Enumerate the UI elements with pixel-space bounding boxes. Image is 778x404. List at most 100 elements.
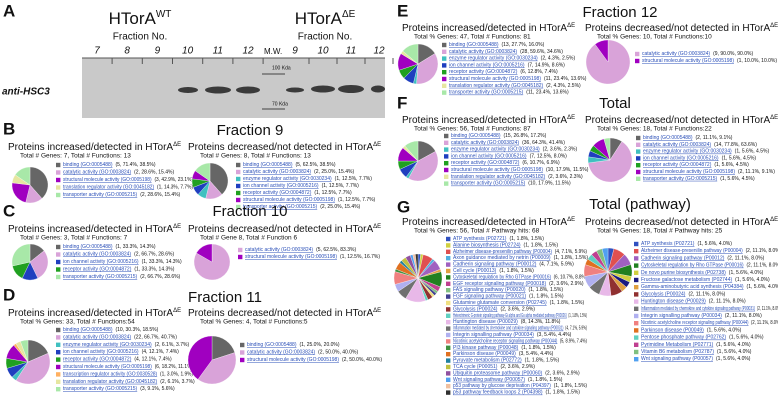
legend-label: structural molecule activity (GO:0005198… (245, 254, 337, 260)
band (338, 85, 364, 93)
legend-detail: (3, 5.4%, 4.4%) (537, 332, 572, 338)
legend-label: receptor activity (GO:0004872) (643, 163, 712, 169)
legend-swatch (236, 197, 241, 203)
legend-detail: (5, 71.4%, 38.5%) (115, 162, 155, 168)
legend-detail: (7, 14.9%, 8.6%) (528, 63, 566, 69)
legend-swatch (56, 274, 61, 280)
legend-entry: catalytic activity (GO:0003824) (9, 90.0%… (642, 51, 753, 57)
legend-entry: Gamma-aminobutyric acid synthesis (P0438… (641, 285, 778, 291)
legend-swatch (56, 252, 61, 257)
legend-entry: Cell cycle (P00013) (1, 1.8%, 1.5%) (453, 268, 534, 274)
legend-label: Parkinson disease (P00049) (453, 352, 516, 358)
legend-swatch (56, 185, 61, 190)
legend-label: catalytic activity (GO:0003824) (642, 51, 710, 57)
legend-label: binding (GO:0005488) (449, 42, 499, 48)
pie-slice (601, 247, 609, 273)
legend-label: transporter activity (GO:0005215) (243, 204, 318, 210)
legend-swatch (446, 281, 451, 286)
legend-detail: (1, 5.6%, 4.0%) (716, 357, 751, 363)
legend-swatch (446, 358, 451, 363)
panel-title: Fraction 11 (188, 289, 262, 306)
legend-entry: ion channel activity (GO:0005216) (1, 5.6… (643, 156, 756, 162)
legend-detail: (2, 25.0%, 15.4%) (314, 169, 354, 175)
legend-swatch (446, 332, 451, 338)
legend-label: enzyme regulator activity (GO:0030234) (449, 56, 538, 62)
legend-swatch (442, 83, 447, 88)
panel-title: Fraction 12 (582, 4, 657, 21)
legend-detail: (1, 5.6%, 4.0%) (697, 241, 732, 247)
legend-swatch (446, 275, 451, 280)
legend-label: ion channel activity (GO:0005216) (63, 259, 139, 265)
legend-entry: receptor activity (GO:0004872) (6, 10.7%,… (451, 161, 560, 167)
lane-label: 9 (155, 46, 161, 57)
legend-label: Pyruvate metabolism (P02772) (453, 358, 522, 364)
legend-entry: catalytic activity (GO:0003824) (2, 50.0%… (247, 350, 358, 356)
legend-label: catalytic activity (GO:0003824) (643, 142, 711, 148)
legend-detail: (1, 5.6%, 4.5%) (735, 149, 770, 155)
legend-detail: (3, 9.1%, 5.6%) (140, 387, 175, 393)
legend-swatch (446, 313, 451, 318)
legend-entry: receptor activity (GO:0004872) (1, 33.3%,… (63, 267, 175, 273)
legend-entry: structural molecule activity (GO:0005198… (247, 357, 382, 363)
legend-detail: (1, 5.6%, 4.0%) (717, 349, 752, 355)
pie-slice (14, 166, 31, 186)
legend-label: Huntington disease (P00029) (641, 299, 706, 305)
legend-detail: (1, 14.3%, 7.7%) (157, 185, 193, 191)
heading-text: Proteins increased/detected in HTorA (8, 308, 173, 319)
legend-detail: (1, 33.3%, 14.3%) (142, 259, 182, 265)
legend-label: Nicotinic acetylcholine receptor signali… (641, 321, 749, 327)
heading-superscript: ΔE (770, 217, 778, 223)
legend-swatch (446, 390, 451, 395)
panel-letter: A (3, 1, 15, 20)
legend-label: receptor activity (GO:0004872) (451, 161, 520, 167)
band (178, 87, 198, 93)
legend-swatch (446, 268, 451, 274)
legend-label: catalytic activity (GO:0003824) (63, 335, 131, 341)
legend-label: ion channel activity (GO:0005216) (451, 154, 527, 160)
heading-text: Proteins decreased/not detected in HTorA (585, 115, 770, 126)
legend-entry: binding (GO:0005488) (5, 71.4%, 38.5%) (63, 162, 156, 168)
legend-swatch (236, 162, 241, 168)
legend-swatch (56, 244, 61, 250)
legend-entry: TCA cycle (P00051) (2, 3.6%, 2.9%) (453, 364, 535, 370)
legend-swatch (446, 377, 451, 382)
legend-swatch (446, 320, 451, 325)
legend-swatch (444, 147, 449, 152)
group-superscript: WT (156, 9, 172, 20)
legend-detail: (1, 12.5%, 16.7%) (340, 254, 380, 260)
legend-detail: (5, 62.5%, 38.5%) (295, 162, 335, 168)
heading-superscript: ΔE (770, 23, 778, 29)
legend-swatch (634, 292, 639, 297)
legend-label: Alzheimer disease-presenilin pathway (P0… (453, 249, 552, 255)
legend-entry: binding (GO:0005488) (13, 27.7%, 16.0%) (449, 42, 545, 48)
panel-title: Fraction 10 (212, 203, 287, 220)
legend-label: Gamma-aminobutyric acid synthesis (P0438… (641, 285, 744, 291)
legend-swatch (636, 163, 641, 168)
panel-letter: G (397, 197, 410, 216)
heading-superscript: ΔE (567, 23, 575, 29)
legend-entry: translation regulator activity (GO:00451… (63, 379, 195, 385)
legend-label: structural molecule activity (GO:0005198… (642, 58, 734, 64)
legend-detail: (2, 66.7%, 28.6%) (134, 252, 174, 258)
legend-swatch (634, 349, 639, 355)
legend-label: transporter activity (GO:0005215) (63, 274, 138, 280)
heading-text: Proteins decreased/not detected in HTorA (585, 23, 770, 34)
legend-label: Fructose galactose metabolism (P02744) (641, 277, 732, 283)
legend-detail: (1, 12.5%, 7.7%) (338, 197, 376, 203)
lane-label: 10 (182, 46, 194, 57)
pie-slice (197, 352, 237, 385)
sub-heading: Proteins decreased/not detected in HTorA… (188, 224, 381, 235)
legend-swatch (636, 142, 641, 147)
blot (82, 58, 385, 118)
legend-entry: Alzheimer disease-presenilin pathway (P0… (453, 249, 587, 255)
legend-entry: receptor activity (GO:0004872) (6, 12.8%,… (449, 70, 558, 76)
lane-label: 10 (317, 46, 329, 57)
legend-entry: receptor activity (GO:0004872) (1, 12.5%,… (243, 190, 352, 196)
group-title: HTorAWT (109, 9, 172, 28)
panel-letter: F (397, 93, 407, 112)
legend-label: Inflammation mediated by chemokine and c… (641, 306, 755, 312)
legend-swatch (446, 294, 451, 299)
pie-slice (402, 43, 419, 65)
legend-swatch (446, 339, 451, 344)
legend-detail: (3, 5.4%, 4.4%) (519, 352, 554, 358)
